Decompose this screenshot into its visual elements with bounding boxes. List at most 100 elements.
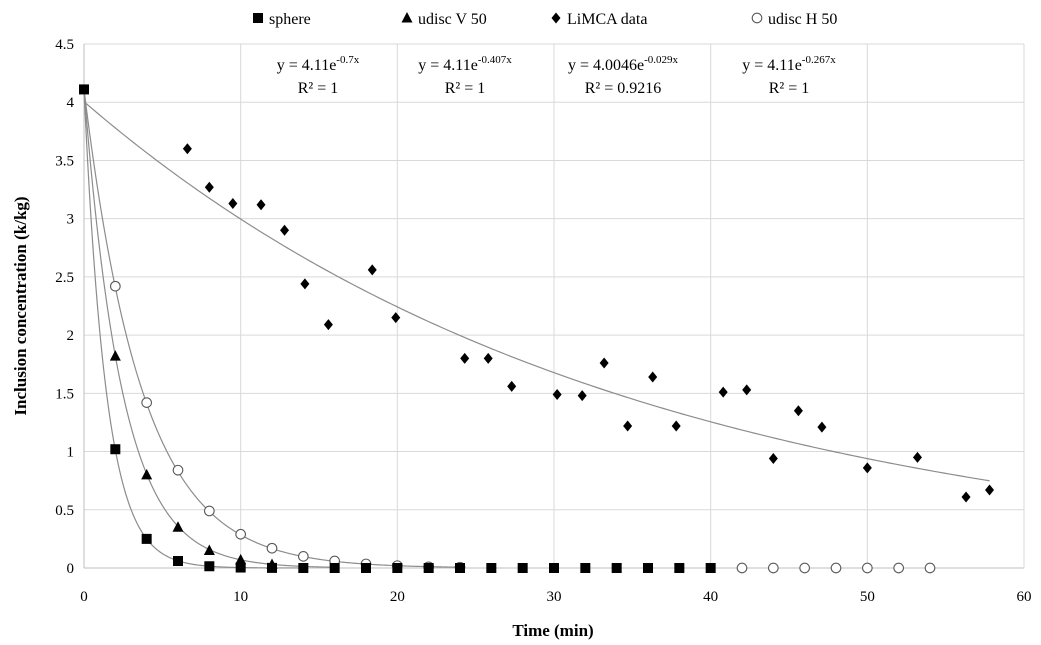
x-tick-label: 30 xyxy=(547,589,562,605)
legend: sphere udisc V 50 LiMCA data udisc H 50 xyxy=(253,11,837,28)
data-point xyxy=(793,405,803,417)
data-point xyxy=(643,563,653,573)
legend-label: udisc H 50 xyxy=(768,11,837,28)
y-tick-label: 4 xyxy=(67,95,75,111)
data-point xyxy=(203,544,215,556)
trendline-equation: y = 4.11e-0.7x xyxy=(277,54,360,74)
series-udisc-v-50 xyxy=(109,350,278,570)
data-point xyxy=(599,357,609,369)
data-point xyxy=(391,312,401,324)
series-udisc-h-50 xyxy=(109,280,936,574)
tick-labels: 0 0.5 1 1.5 2 2.5 3 3.5 4 4.5 0 10 20 30 40 50 60 xyxy=(55,37,1031,605)
y-tick-label: 2.5 xyxy=(55,270,74,286)
data-point xyxy=(552,388,562,400)
trendline-r-squared: R² = 1 xyxy=(298,80,339,97)
data-point xyxy=(767,562,779,574)
x-tick-label: 0 xyxy=(80,589,88,605)
trendline-r-squared: R² = 0.9216 xyxy=(585,80,662,97)
x-tick-label: 40 xyxy=(703,589,718,605)
x-tick-label: 10 xyxy=(233,589,248,605)
data-point xyxy=(483,352,493,364)
data-point xyxy=(912,451,922,463)
data-point xyxy=(455,563,465,573)
trendline-2 xyxy=(83,89,335,568)
data-point xyxy=(423,563,434,573)
data-point xyxy=(799,562,811,574)
legend-label: udisc V 50 xyxy=(418,11,487,28)
y-tick-label: 4.5 xyxy=(55,37,74,53)
x-tick-label: 50 xyxy=(860,589,875,605)
data-point xyxy=(203,505,215,517)
data-point xyxy=(961,491,971,503)
data-points xyxy=(79,84,995,574)
data-point xyxy=(742,384,752,396)
y-tick-label: 1.5 xyxy=(55,386,74,402)
trendline-equation: y = 4.0046e-0.029x xyxy=(568,54,679,74)
data-point xyxy=(235,562,246,573)
trendline-r-squared: R² = 1 xyxy=(769,80,810,97)
data-point xyxy=(172,464,184,476)
trendline-equation: y = 4.11e-0.407x xyxy=(418,54,512,74)
y-tick-label: 3.5 xyxy=(55,153,74,169)
data-point xyxy=(361,563,371,573)
data-point xyxy=(173,556,183,567)
data-point xyxy=(280,224,290,236)
data-point xyxy=(924,562,936,574)
data-point xyxy=(172,521,184,532)
data-point xyxy=(267,562,277,573)
data-point xyxy=(671,420,681,432)
data-point xyxy=(817,421,827,433)
data-point xyxy=(611,563,622,573)
data-point xyxy=(830,562,842,574)
data-point xyxy=(549,563,559,573)
data-point xyxy=(674,563,685,573)
gridlines xyxy=(83,43,1025,569)
data-point xyxy=(298,563,309,573)
data-point xyxy=(204,561,215,572)
x-tick-label: 20 xyxy=(390,589,405,605)
trendline-4 xyxy=(83,89,461,568)
data-point xyxy=(648,371,658,383)
legend-marker xyxy=(751,12,763,24)
data-point xyxy=(486,563,497,573)
trendline-equation: y = 4.11e-0.267x xyxy=(742,54,836,74)
data-point xyxy=(141,468,153,480)
y-tick-label: 3 xyxy=(67,212,75,228)
trendline-1 xyxy=(83,89,304,569)
data-point xyxy=(736,562,748,574)
data-point xyxy=(329,563,340,573)
legend-label: sphere xyxy=(269,11,311,28)
x-tick-label: 60 xyxy=(1017,589,1032,605)
data-point xyxy=(893,562,905,574)
data-point xyxy=(110,444,121,455)
data-point xyxy=(109,280,121,292)
legend-label: LiMCA data xyxy=(567,11,647,28)
data-point xyxy=(861,562,873,574)
data-point xyxy=(297,551,309,562)
data-point xyxy=(266,542,278,554)
data-point xyxy=(517,563,528,573)
series-sphere xyxy=(79,84,716,573)
data-point xyxy=(460,352,470,364)
data-point xyxy=(235,553,247,565)
data-point xyxy=(862,462,872,474)
data-point xyxy=(580,563,591,573)
y-tick-label: 2 xyxy=(67,328,75,344)
legend-marker xyxy=(401,12,413,23)
series-limca-data xyxy=(182,143,995,503)
data-point xyxy=(182,143,192,155)
data-point xyxy=(507,380,517,392)
data-point xyxy=(768,453,778,465)
data-point xyxy=(204,181,214,193)
data-point xyxy=(392,563,403,573)
legend-marker xyxy=(551,12,561,24)
trendlines xyxy=(83,89,990,569)
y-tick-label: 0 xyxy=(67,561,75,577)
trendline-3 xyxy=(83,101,990,482)
y-tick-label: 0.5 xyxy=(55,503,74,519)
data-point xyxy=(367,264,377,276)
data-point xyxy=(79,84,89,95)
data-point xyxy=(141,397,153,408)
data-point xyxy=(141,533,152,544)
data-point xyxy=(109,350,121,361)
